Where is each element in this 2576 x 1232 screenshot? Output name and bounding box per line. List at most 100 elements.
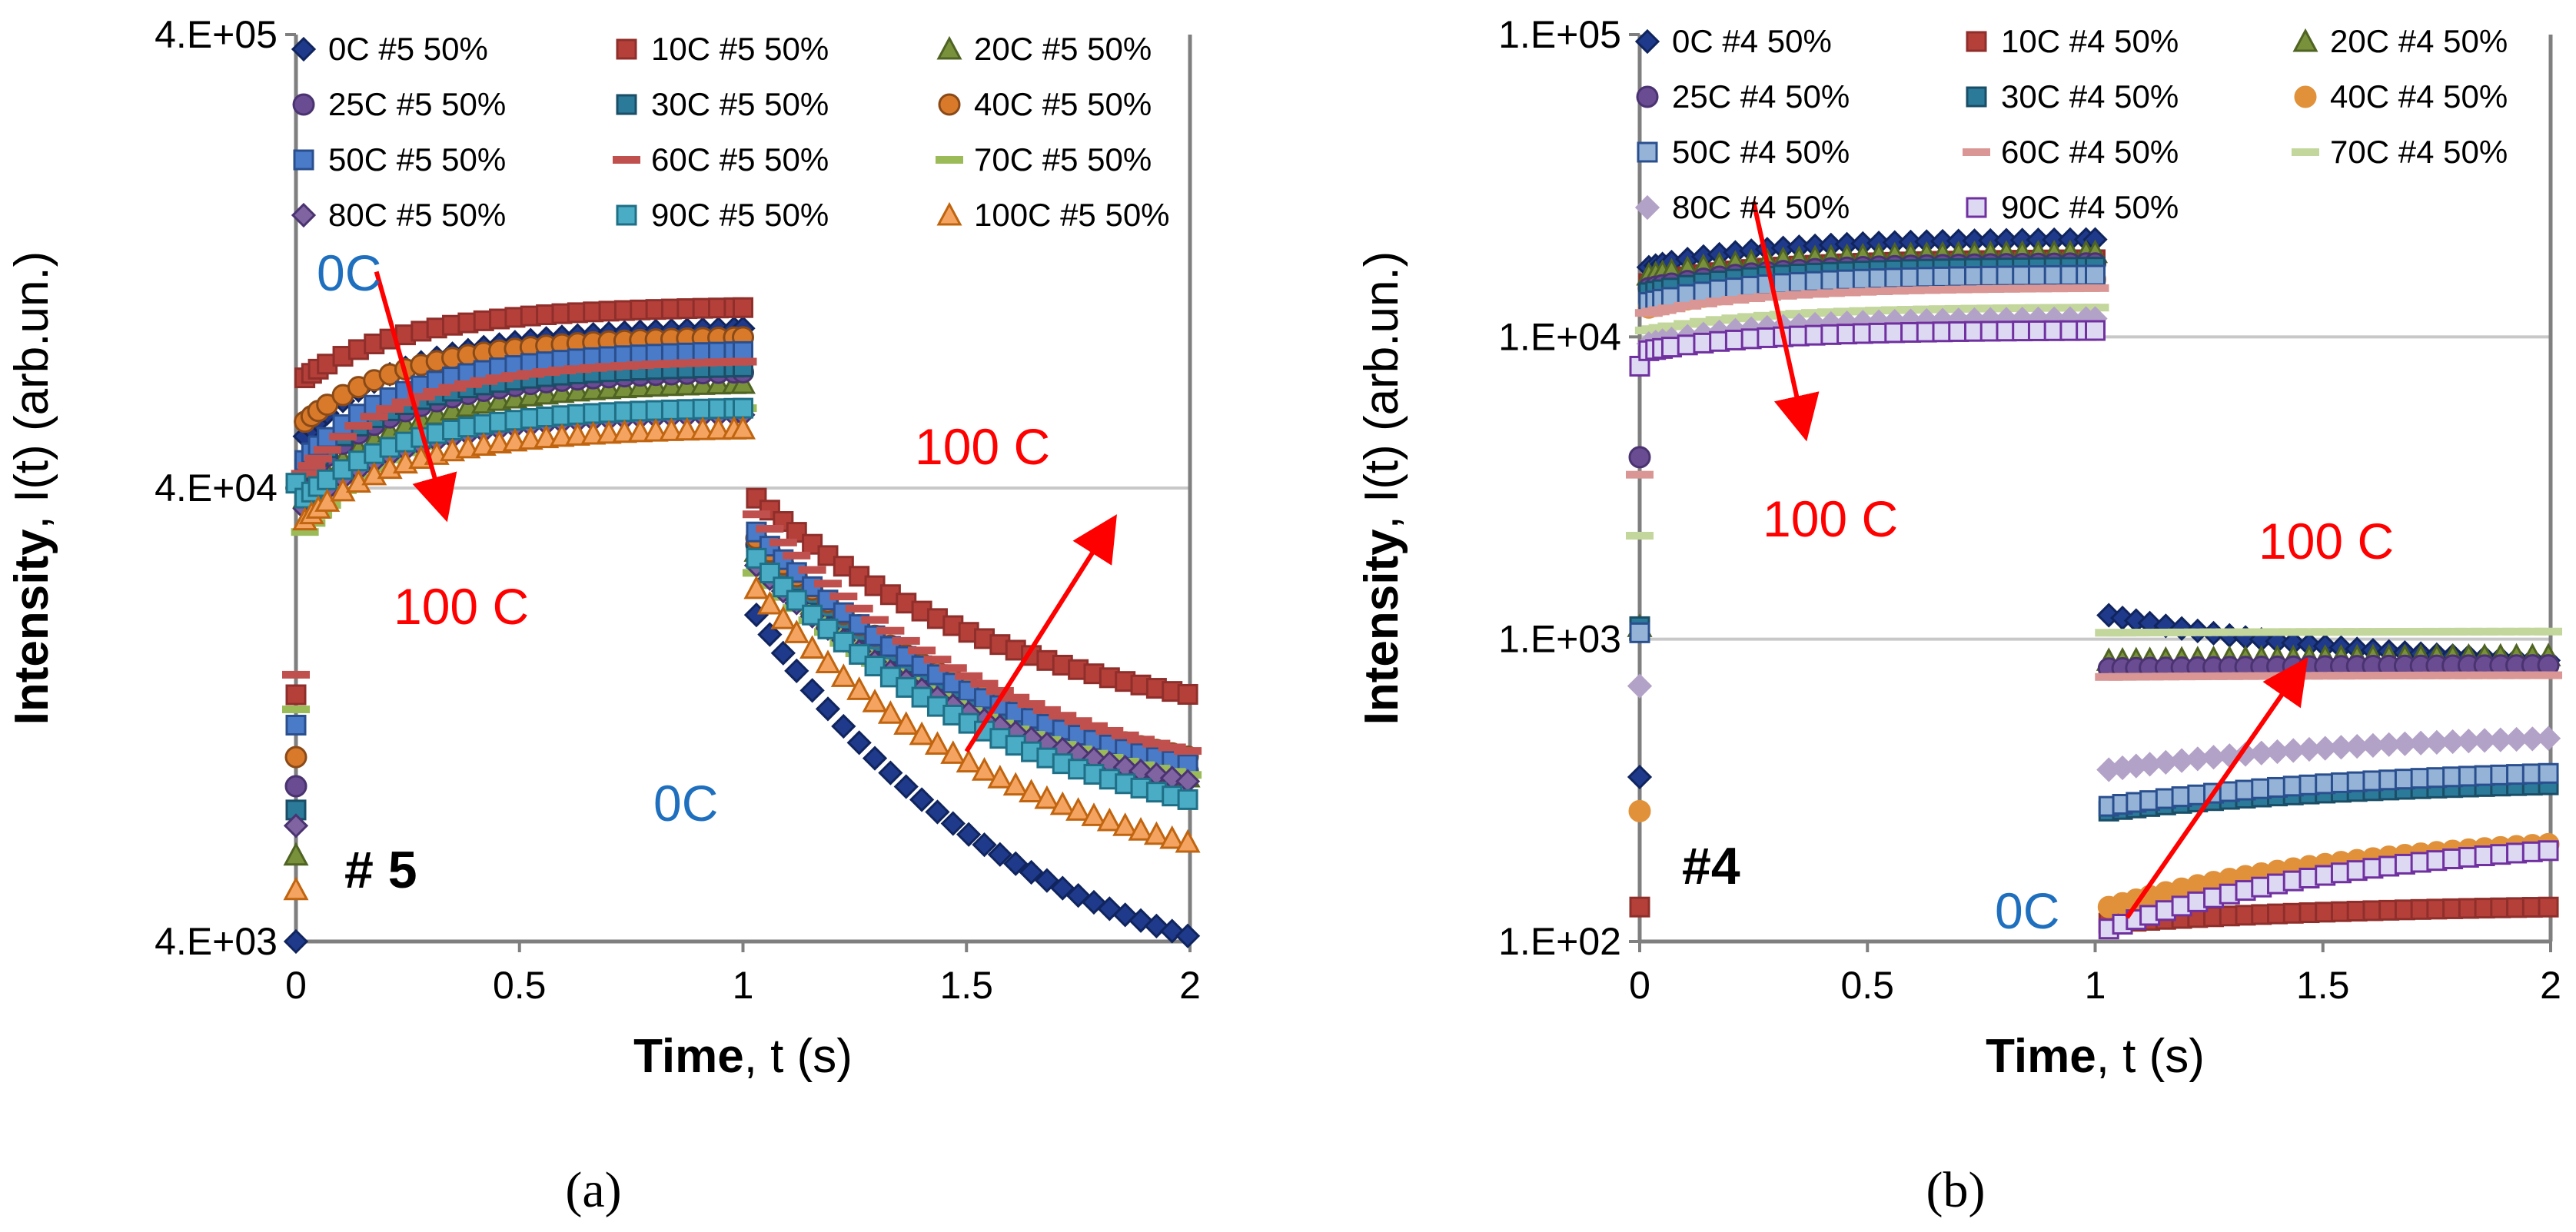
data-point	[815, 649, 841, 674]
x-tick-label: 1	[733, 964, 754, 1007]
data-point	[2232, 672, 2260, 680]
legend-swatch	[1634, 194, 1660, 221]
legend-swatch	[616, 38, 637, 60]
y-tick-label: 4.E+05	[155, 13, 278, 56]
data-point	[1034, 785, 1060, 809]
legend-swatch	[2294, 85, 2317, 108]
data-point	[845, 604, 873, 613]
data-point	[2534, 671, 2563, 679]
data-point	[285, 714, 307, 736]
data-point	[1019, 859, 1044, 885]
data-point	[1801, 290, 1830, 298]
data-point	[770, 606, 796, 629]
legend-swatch	[291, 36, 317, 62]
data-point	[2295, 672, 2323, 680]
data-point	[2502, 671, 2531, 679]
data-point	[892, 636, 920, 645]
data-point	[1849, 287, 1877, 296]
data-point	[704, 358, 733, 367]
legend-swatch	[936, 35, 962, 60]
data-point	[282, 670, 310, 679]
data-point	[1976, 285, 2005, 294]
data-point	[2407, 671, 2435, 679]
caption-a: (a)	[565, 1162, 621, 1218]
data-point	[972, 832, 997, 858]
data-point	[1960, 285, 1989, 294]
data-point	[1003, 851, 1029, 876]
data-point	[1627, 673, 1653, 699]
annotation-label: 0C	[1995, 882, 2059, 939]
data-point	[1177, 683, 1198, 705]
data-point	[1816, 289, 1845, 297]
legend-swatch	[616, 94, 637, 115]
data-point	[2358, 672, 2387, 680]
data-point	[689, 358, 717, 367]
data-point	[2535, 726, 2561, 751]
data-point	[2534, 627, 2563, 636]
legend-entry: 25C #5 50%	[328, 86, 506, 122]
data-point	[1002, 693, 1030, 702]
legend-entry: 60C #4 50%	[2001, 134, 2179, 170]
data-point	[1079, 722, 1108, 730]
data-point	[676, 298, 698, 320]
data-point	[2422, 671, 2451, 679]
data-point	[2327, 628, 2355, 636]
data-point	[2422, 627, 2451, 636]
series-100C #5 50%	[283, 415, 1201, 901]
panel-id-label: # 5	[344, 841, 417, 899]
series-90C #5 50%	[285, 397, 1198, 810]
series-50C #4 50%	[1629, 264, 2559, 817]
data-point	[1112, 812, 1138, 836]
data-point	[909, 787, 935, 812]
data-point	[2438, 627, 2467, 636]
data-point	[2263, 628, 2292, 636]
legend: 0C #5 50% 10C #5 50% 20C #5 50% 25C #5 50% 3…	[291, 31, 1170, 233]
data-point	[2024, 284, 2052, 293]
data-point	[1627, 764, 1653, 790]
data-point	[2311, 628, 2339, 636]
data-point	[2407, 627, 2435, 636]
data-point	[564, 422, 590, 446]
legend-entry: 30C #4 50%	[2001, 78, 2179, 115]
data-point	[627, 418, 653, 443]
data-point	[2486, 627, 2515, 636]
trend-arrow	[374, 271, 457, 523]
data-point	[2136, 629, 2164, 637]
data-point	[2327, 672, 2355, 680]
legend-entry: 10C #5 50%	[651, 31, 829, 67]
data-point	[285, 799, 307, 821]
data-point	[1064, 717, 1092, 726]
x-tick-label: 0.5	[493, 964, 547, 1007]
data-point	[1629, 622, 1650, 643]
data-point	[925, 799, 950, 825]
x-tick-label: 0.5	[1840, 964, 1894, 1007]
data-point	[2199, 672, 2228, 680]
data-point	[829, 593, 858, 601]
legend-entry: 20C #5 50%	[974, 31, 1152, 67]
series-40C #4 50%	[1628, 267, 2560, 918]
data-point	[830, 663, 856, 687]
legend-entry: 40C #5 50%	[974, 86, 1152, 122]
data-point	[1833, 288, 1861, 297]
data-point	[956, 749, 982, 773]
data-point	[329, 433, 357, 441]
data-point	[2295, 628, 2323, 636]
data-point	[799, 678, 825, 703]
data-point	[2375, 628, 2403, 636]
data-point	[563, 365, 592, 374]
legend-swatch	[292, 93, 315, 116]
data-point	[2391, 671, 2419, 679]
y-tick-label: 1.E+03	[1498, 618, 1621, 661]
data-point	[877, 700, 903, 724]
data-point	[924, 731, 950, 755]
y-tick-label: 4.E+04	[155, 467, 278, 510]
annotation-label: 100 C	[394, 578, 529, 635]
data-point	[908, 646, 936, 655]
data-point	[799, 635, 826, 659]
data-point	[815, 696, 841, 722]
data-point	[1913, 286, 1941, 294]
data-point	[846, 730, 872, 755]
data-point	[939, 664, 967, 672]
data-point	[940, 811, 966, 836]
